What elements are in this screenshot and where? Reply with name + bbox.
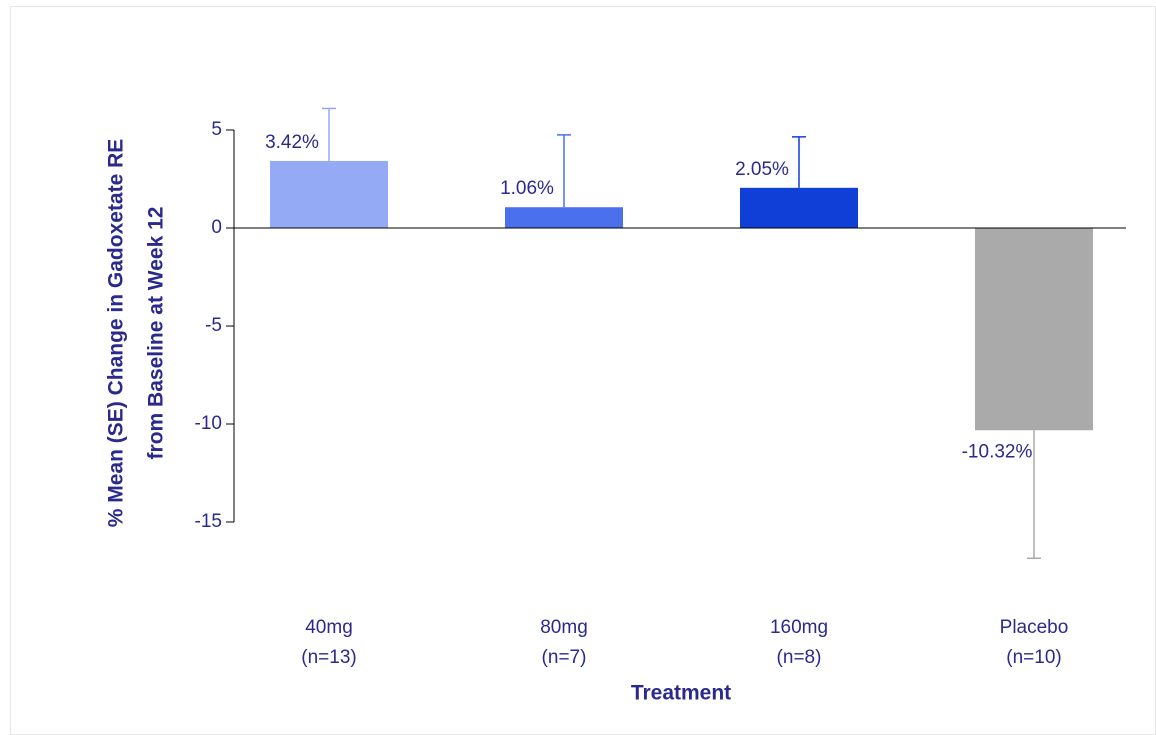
x-tick-label: Placebo <box>1000 617 1069 638</box>
bar <box>505 207 623 228</box>
y-tick-label: -15 <box>195 511 222 532</box>
x-axis-title: Treatment <box>631 682 731 705</box>
value-label: -10.32% <box>962 441 1033 462</box>
value-label: 1.06% <box>500 178 554 199</box>
y-tick-label: 0 <box>211 217 222 238</box>
x-tick-label: (n=10) <box>1006 647 1061 668</box>
x-tick-label: 80mg <box>540 617 588 638</box>
x-tick-label: (n=8) <box>777 647 822 668</box>
y-tick-label: -10 <box>195 413 222 434</box>
bar <box>975 228 1093 431</box>
y-axis-title-line: from Baseline at Week 12 <box>145 207 168 460</box>
y-tick-label: 5 <box>211 119 222 140</box>
x-tick-label: 40mg <box>305 617 353 638</box>
x-tick-label: (n=13) <box>301 647 356 668</box>
value-label: 3.42% <box>265 132 319 153</box>
bar <box>270 160 388 228</box>
x-tick-label: 160mg <box>770 617 828 638</box>
x-tick-label: (n=7) <box>542 647 587 668</box>
bar <box>740 187 858 228</box>
value-label: 2.05% <box>735 159 789 180</box>
y-tick-label: -5 <box>205 315 222 336</box>
y-axis-title: % Mean (SE) Change in Gadoxetate RE from… <box>105 139 168 528</box>
y-axis-title-line: % Mean (SE) Change in Gadoxetate RE <box>105 139 128 528</box>
